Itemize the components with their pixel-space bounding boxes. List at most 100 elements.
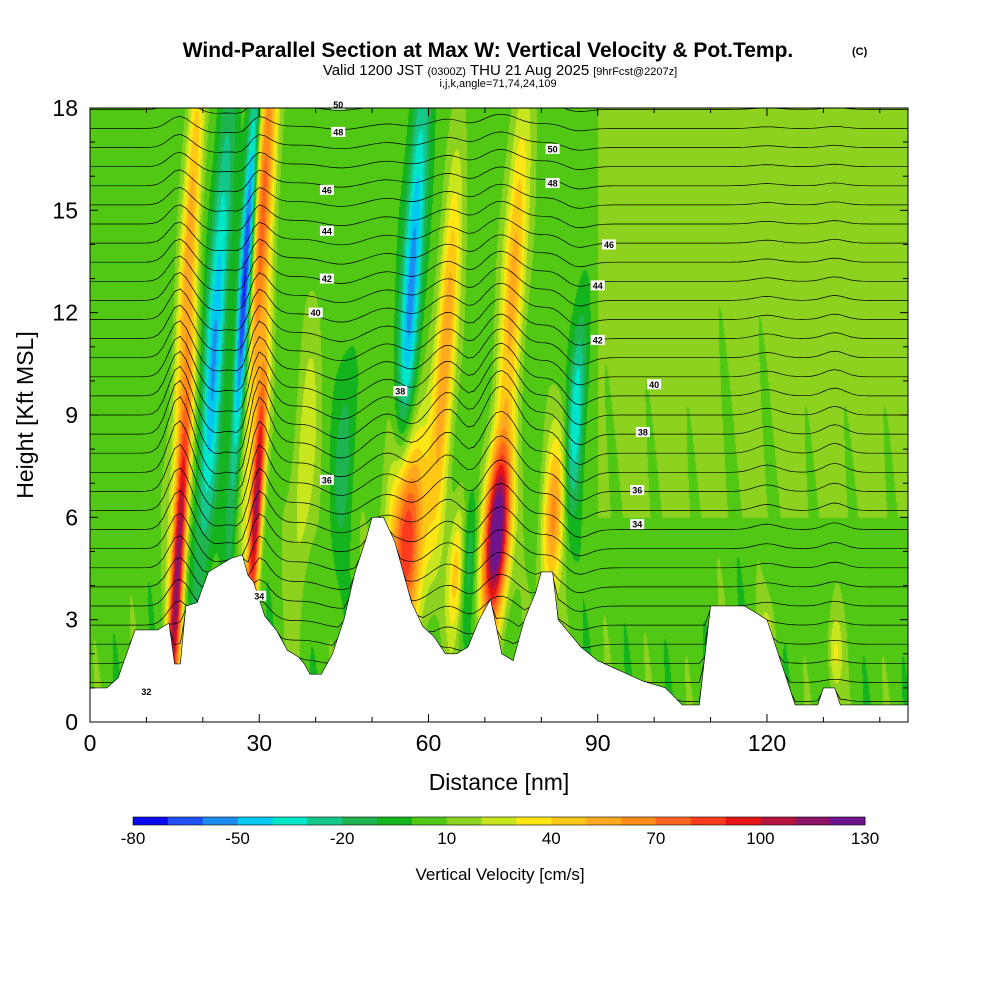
grid-indices: i,j,k,angle=71,74,24,109: [439, 78, 556, 90]
theta-contour: [90, 483, 908, 544]
svg-text:36: 36: [322, 475, 332, 485]
svg-text:44: 44: [593, 281, 603, 291]
x-axis-label: Distance [nm]: [429, 769, 570, 795]
theta-label: 44: [319, 225, 334, 236]
theta-contour: [90, 313, 908, 372]
x-tick-label: 0: [84, 730, 97, 756]
theta-label: 44: [590, 280, 605, 291]
theta-label: 36: [319, 474, 334, 485]
valid-time-line: Valid 1200 JST (0300Z) THU 21 Aug 2025 [9hr…: [323, 62, 677, 79]
svg-text:42: 42: [322, 274, 332, 284]
svg-text:38: 38: [638, 428, 648, 438]
colorbar-tick-label: 10: [437, 829, 456, 848]
svg-text:40: 40: [649, 380, 659, 390]
theta-label: 38: [635, 427, 650, 438]
svg-text:50: 50: [333, 100, 343, 110]
colorbar-tick-label: 40: [542, 829, 561, 848]
y-axis-label: Height [Kft MSL]: [12, 331, 38, 498]
theta-contour: [90, 250, 908, 291]
colorbar-swatch: [167, 817, 204, 825]
theta-contour: [90, 131, 908, 153]
colorbar-swatch: [516, 817, 552, 825]
svg-text:34: 34: [632, 520, 642, 530]
svg-text:46: 46: [322, 185, 332, 195]
valid-prefix: Valid 1200 JST: [323, 62, 424, 79]
colorbar-swatch: [830, 817, 866, 825]
contour-labels: 32 34 36 34 36 38 38 40 40 42 42 44 44 46 46 48 48 50 50: [139, 99, 662, 697]
colorbar-tick-label: 130: [851, 829, 879, 848]
theta-contour: [90, 370, 908, 454]
colorbar-label: Vertical Velocity [cm/s]: [415, 865, 584, 884]
svg-text:44: 44: [322, 226, 332, 236]
theta-contour: [90, 506, 908, 562]
colorbar-swatch: [307, 817, 343, 825]
colorbar-swatch: [377, 817, 413, 825]
theta-label: 38: [393, 386, 408, 397]
colorbar-swatch: [795, 817, 831, 825]
y-tick-label: 3: [65, 607, 78, 633]
y-tick-label: 12: [52, 300, 78, 326]
colorbar-swatch: [446, 817, 483, 825]
colorbar-swatch: [342, 817, 378, 825]
theta-label: 34: [252, 590, 267, 601]
x-tick-label: 120: [748, 730, 786, 756]
theta-contour: [90, 234, 908, 271]
theta-contour: [90, 108, 908, 114]
theta-label: 36: [630, 485, 645, 496]
colorbar-tick-label: -20: [330, 829, 355, 848]
colorbar-swatch: [481, 817, 517, 825]
svg-text:40: 40: [311, 308, 321, 318]
svg-text:38: 38: [395, 387, 405, 397]
colorbar-swatch: [690, 817, 727, 825]
chart-title: Wind-Parallel Section at Max W: Vertical…: [183, 39, 794, 62]
colorbar-swatch: [655, 817, 692, 825]
theta-contour: [90, 385, 908, 474]
svg-text:36: 36: [632, 486, 642, 496]
theta-contour: [90, 435, 908, 509]
y-tick-label: 15: [52, 197, 78, 223]
colorbar-swatch: [237, 817, 273, 825]
terrain-mask: [89, 517, 909, 723]
colorbar-swatch: [621, 817, 657, 825]
theta-label: 48: [545, 178, 560, 189]
colorbar-swatch: [272, 817, 308, 825]
y-tick-label: 6: [65, 504, 78, 530]
svg-text:34: 34: [254, 591, 264, 601]
x-tick-label: 90: [585, 730, 611, 756]
copyright-mark: (C): [852, 46, 868, 58]
theta-label: 46: [602, 239, 617, 250]
x-axis-ticks: 0 30 60 90 120: [84, 108, 881, 756]
plot-area: 32 34 36 34 36 38 38 40 40 42 42 44 44 46 46 48 48 50 50: [89, 99, 909, 723]
colorbar-swatch: [586, 817, 622, 825]
theta-contour: [90, 166, 908, 192]
x-tick-label: 30: [246, 730, 272, 756]
theta-contour: [90, 200, 908, 232]
colorbar-swatch: [202, 817, 239, 825]
theta-label: 48: [331, 126, 346, 137]
theta-contour: [90, 183, 908, 212]
colorbar-tick-label: 70: [646, 829, 665, 848]
theta-contour: [90, 282, 908, 331]
colorbar-tick-label: -80: [121, 829, 146, 848]
y-tick-label: 18: [52, 95, 78, 121]
colorbar-tick-label: -50: [225, 829, 250, 848]
theta-contour: [90, 356, 908, 433]
forecast-info: [9hrFcst@2207z]: [593, 66, 677, 78]
theta-contour: [90, 328, 908, 392]
theta-label: 50: [331, 99, 346, 110]
y-tick-label: 0: [65, 709, 78, 735]
colorbar-tick-label: 100: [746, 829, 774, 848]
svg-text:46: 46: [604, 240, 614, 250]
svg-text:48: 48: [548, 179, 558, 189]
valid-date: THU 21 Aug 2025: [470, 62, 589, 79]
colorbar-swatch: [411, 817, 448, 825]
theta-contour: [90, 113, 908, 134]
colorbar-swatch: [551, 817, 587, 825]
x-tick-label: 60: [416, 730, 442, 756]
theta-label: 32: [139, 686, 154, 697]
theta-contour: [90, 149, 908, 173]
colorbar-swatch: [725, 817, 761, 825]
theta-contour: [90, 217, 908, 252]
